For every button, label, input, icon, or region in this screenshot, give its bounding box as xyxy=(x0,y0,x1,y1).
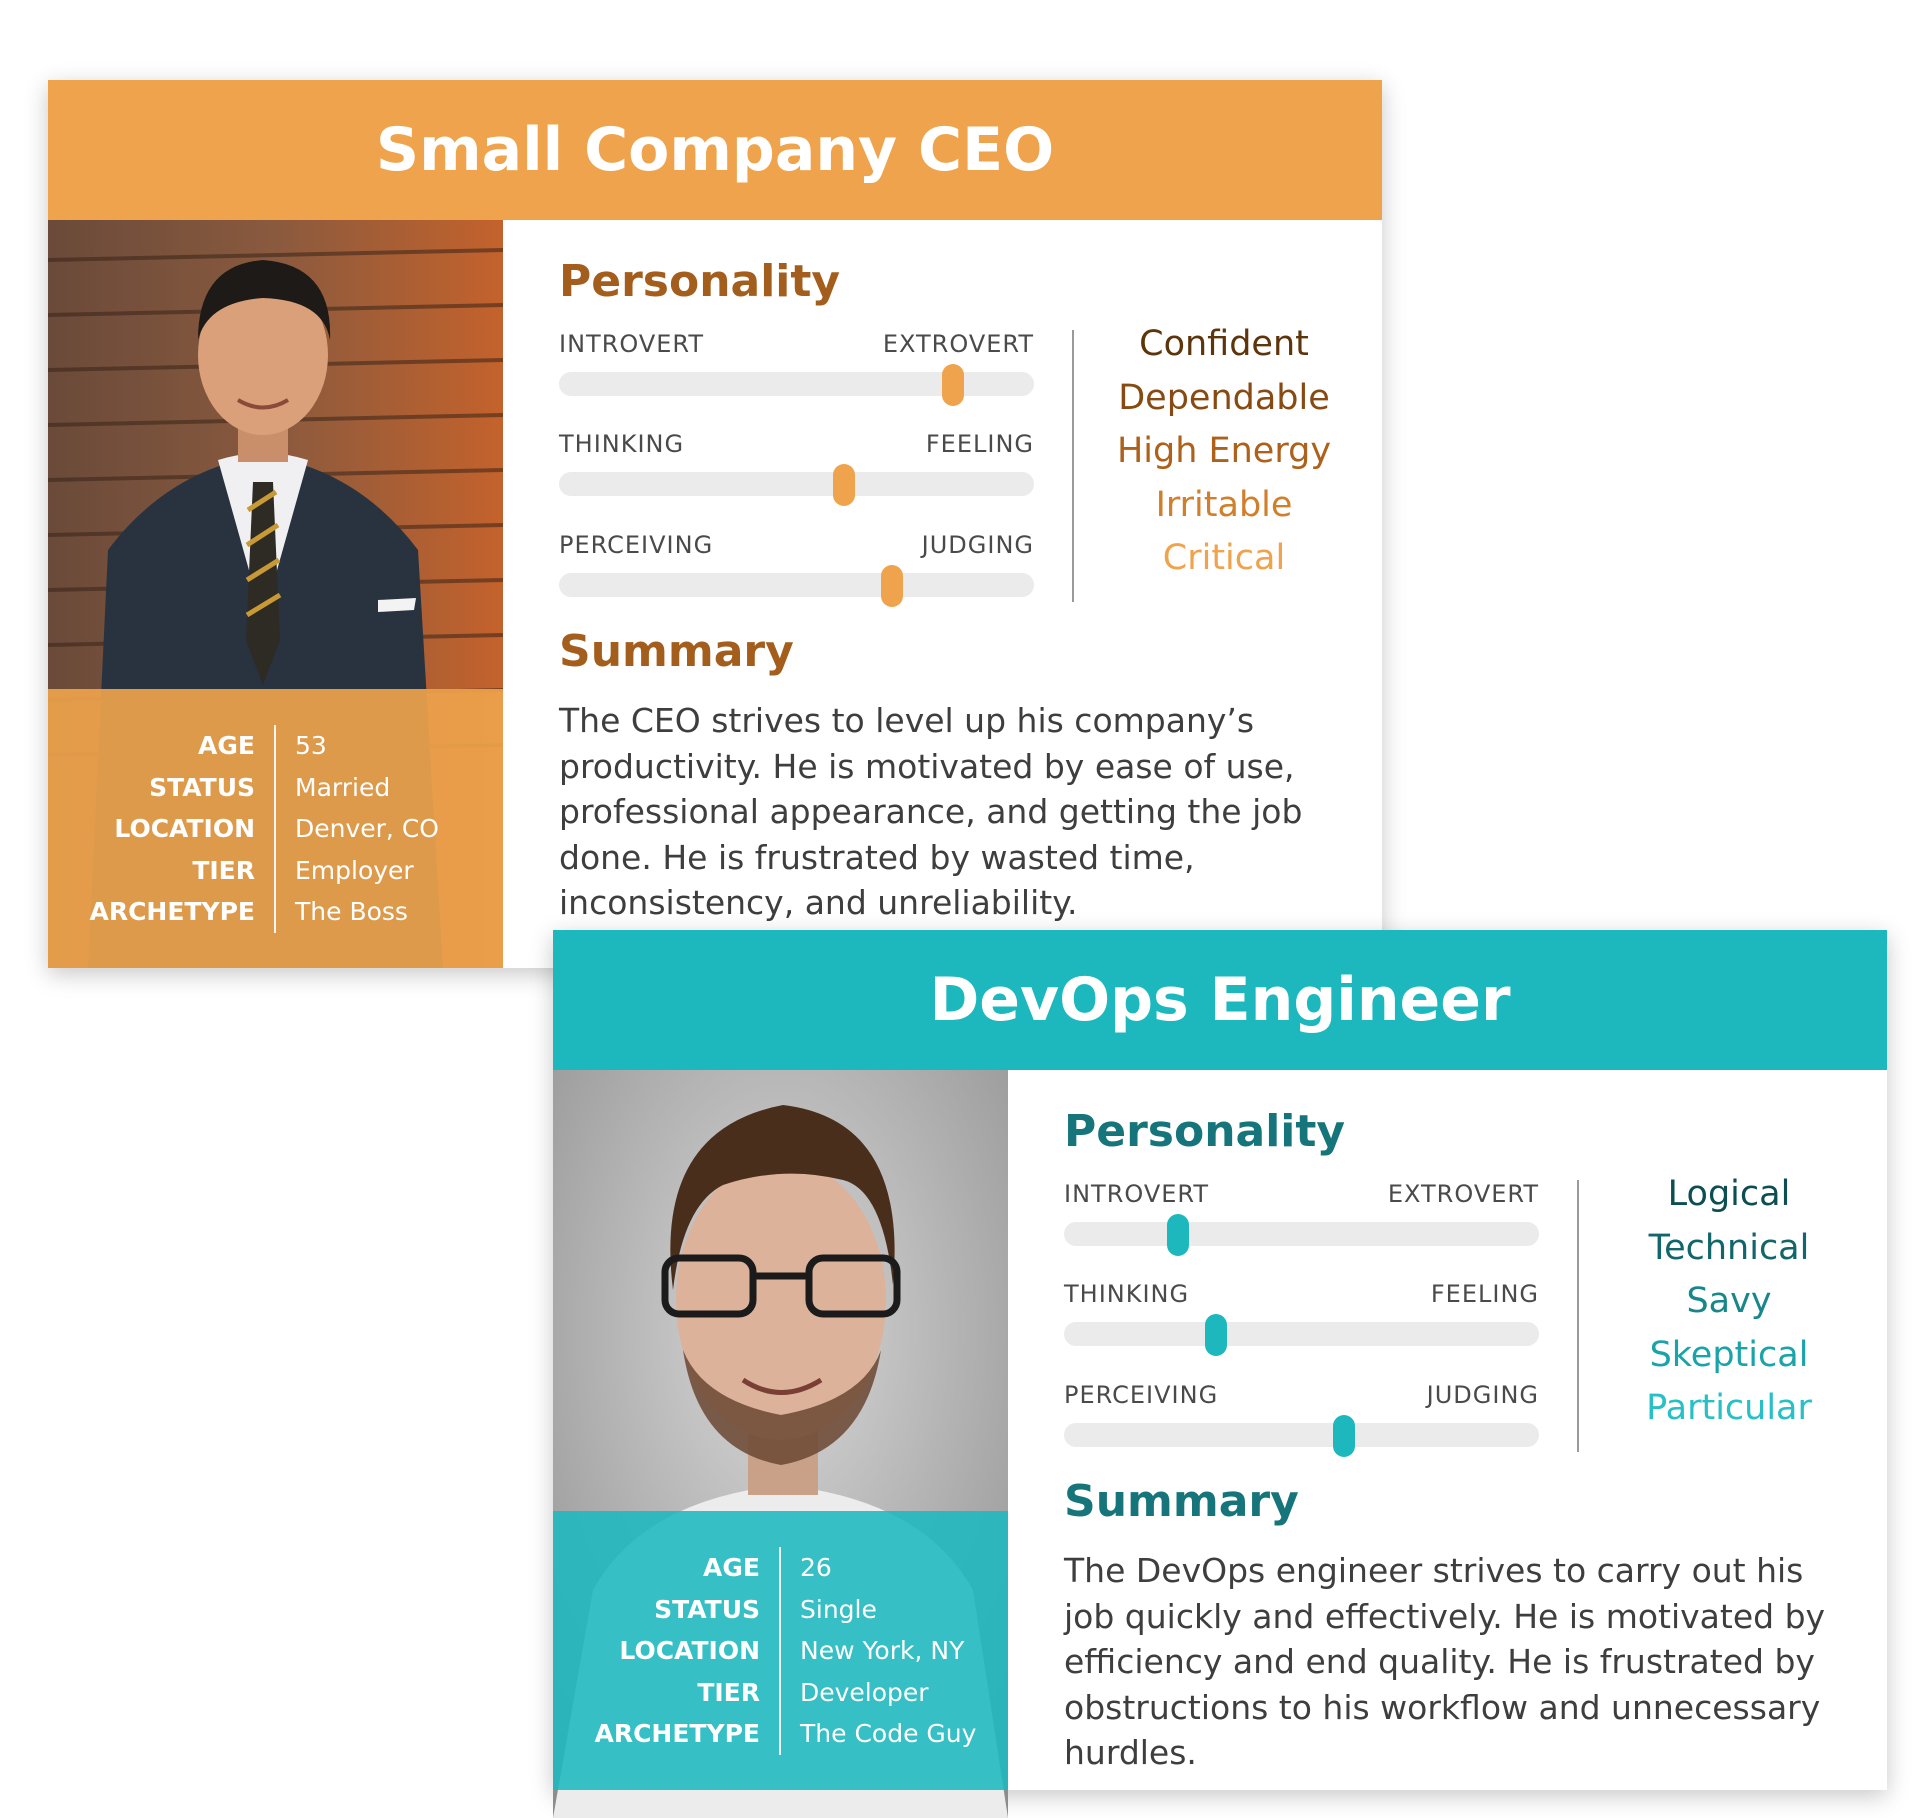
adjective: Confident xyxy=(1139,324,1309,364)
summary-title: Summary xyxy=(1064,1476,1299,1527)
info-values: 26 Single New York, NY Developer The Cod… xyxy=(781,1547,976,1755)
location-value: New York, NY xyxy=(800,1636,965,1665)
divider xyxy=(1072,330,1074,602)
tier-label: TIER xyxy=(697,1677,760,1707)
slider-thinking-feeling: THINKING FEELING xyxy=(1064,1280,1539,1356)
slider-track xyxy=(559,464,1034,506)
tier-label: TIER xyxy=(192,855,255,885)
archetype-value: The Boss xyxy=(295,897,408,926)
slider-track xyxy=(1064,1314,1539,1356)
adjective: Critical xyxy=(1162,538,1286,578)
personality-title: Personality xyxy=(1064,1106,1346,1157)
slider-track xyxy=(559,565,1034,607)
slider-left-label: THINKING xyxy=(559,430,685,458)
divider xyxy=(1577,1180,1579,1452)
adjective: Particular xyxy=(1646,1388,1812,1428)
summary-text: The CEO strives to level up his company’… xyxy=(559,701,1303,922)
archetype-label: ARCHETYPE xyxy=(89,897,255,926)
slider-track xyxy=(1064,1214,1539,1256)
info-labels: AGE STATUS LOCATION TIER ARCHETYPE xyxy=(48,725,276,933)
status-value: Married xyxy=(295,772,391,802)
info-values: 53 Married Denver, CO Employer The Boss xyxy=(276,725,439,933)
adjective: Skeptical xyxy=(1649,1334,1809,1375)
info-table: AGE STATUS LOCATION TIER ARCHETYPE 26 Si… xyxy=(553,1547,1008,1755)
slider-knob xyxy=(833,464,855,506)
tier-value: Developer xyxy=(800,1677,929,1707)
slider-right-label: JUDGING xyxy=(921,531,1034,559)
age-label: AGE xyxy=(198,731,255,760)
card-title: DevOps Engineer xyxy=(553,930,1887,1070)
age-label: AGE xyxy=(703,1553,760,1582)
location-value: Denver, CO xyxy=(295,814,439,843)
adjective-list: Logical Technical Savy Skeptical Particu… xyxy=(1594,1168,1864,1436)
slider-left-label: INTROVERT xyxy=(559,330,705,358)
location-label: LOCATION xyxy=(619,1636,760,1665)
status-value: Single xyxy=(800,1594,877,1624)
info-panel: AGE STATUS LOCATION TIER ARCHETYPE 26 Si… xyxy=(553,1511,1008,1790)
persona-card-ceo: Small Company CEO xyxy=(48,80,1382,968)
slider-thinking-feeling: THINKING FEELING xyxy=(559,430,1034,506)
adjective: High Energy xyxy=(1116,431,1332,471)
age-value: 53 xyxy=(295,731,327,760)
slider-left-label: PERCEIVING xyxy=(559,531,714,559)
slider-right-label: FEELING xyxy=(1430,1280,1539,1308)
slider-right-label: JUDGING xyxy=(1426,1381,1539,1409)
slider-track xyxy=(559,364,1034,406)
slider-track xyxy=(1064,1415,1539,1457)
persona-card-devops: DevOps Engineer A xyxy=(553,930,1887,1818)
status-label: STATUS xyxy=(654,1594,760,1624)
status-label: STATUS xyxy=(149,772,255,802)
slider-right-label: EXTROVERT xyxy=(882,330,1034,358)
archetype-value: The Code Guy xyxy=(800,1719,977,1748)
adjective-list: Confident Dependable High Energy Irritab… xyxy=(1089,318,1359,586)
summary-title: Summary xyxy=(559,626,794,677)
slider-knob xyxy=(1167,1214,1189,1256)
slider-knob xyxy=(1333,1415,1356,1457)
slider-knob xyxy=(880,565,903,607)
archetype-label: ARCHETYPE xyxy=(594,1719,760,1748)
info-table: AGE STATUS LOCATION TIER ARCHETYPE 53 Ma… xyxy=(48,725,503,933)
adjective: Irritable xyxy=(1155,484,1293,525)
slider-knob xyxy=(1205,1314,1227,1356)
location-label: LOCATION xyxy=(114,814,255,843)
slider-introvert-extrovert: INTROVERT EXTROVERT xyxy=(1064,1180,1539,1256)
slider-right-label: EXTROVERT xyxy=(1387,1180,1539,1208)
personality-title: Personality xyxy=(559,256,841,307)
slider-introvert-extrovert: INTROVERT EXTROVERT xyxy=(559,330,1034,406)
adjective: Dependable xyxy=(1118,377,1330,418)
age-value: 26 xyxy=(800,1553,832,1582)
tier-value: Employer xyxy=(295,855,414,885)
info-panel: AGE STATUS LOCATION TIER ARCHETYPE 53 Ma… xyxy=(48,689,503,968)
adjective: Logical xyxy=(1667,1174,1791,1214)
slider-left-label: THINKING xyxy=(1064,1280,1190,1308)
slider-left-label: PERCEIVING xyxy=(1064,1381,1219,1409)
slider-perceiving-judging: PERCEIVING JUDGING xyxy=(1064,1381,1539,1457)
summary-text: The DevOps engineer strives to carry out… xyxy=(1064,1551,1826,1772)
slider-perceiving-judging: PERCEIVING JUDGING xyxy=(559,531,1034,607)
adjective: Technical xyxy=(1648,1227,1810,1268)
slider-right-label: FEELING xyxy=(925,430,1034,458)
adjective: Savy xyxy=(1686,1281,1772,1321)
info-labels: AGE STATUS LOCATION TIER ARCHETYPE xyxy=(553,1547,781,1755)
card-title: Small Company CEO xyxy=(48,80,1382,220)
slider-left-label: INTROVERT xyxy=(1064,1180,1210,1208)
slider-knob xyxy=(942,364,965,406)
